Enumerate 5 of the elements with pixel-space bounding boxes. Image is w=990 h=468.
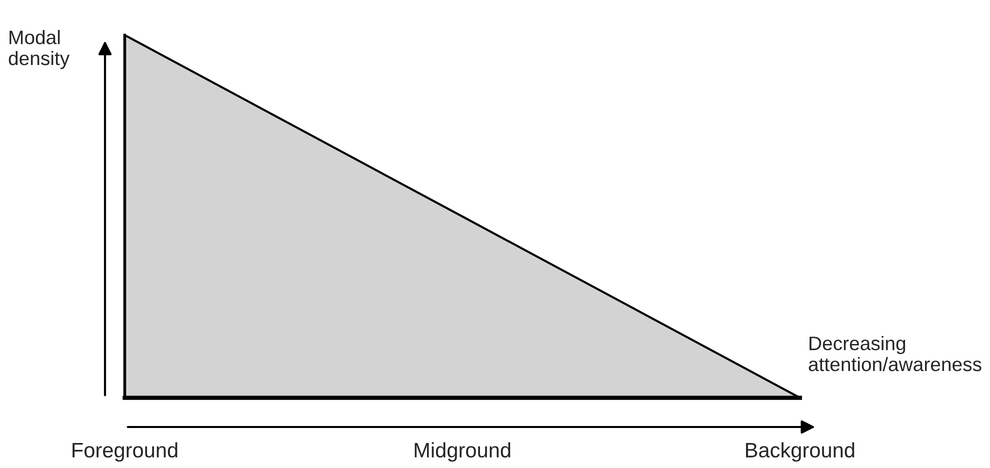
y-axis-title: Modal density — [8, 30, 70, 70]
x-axis-title: Decreasing attention/awareness — [808, 336, 982, 372]
x-tick-label: Foreground — [72, 442, 178, 462]
x-tick-label: Background — [746, 442, 854, 462]
x-tick-label: Midground — [414, 442, 510, 462]
